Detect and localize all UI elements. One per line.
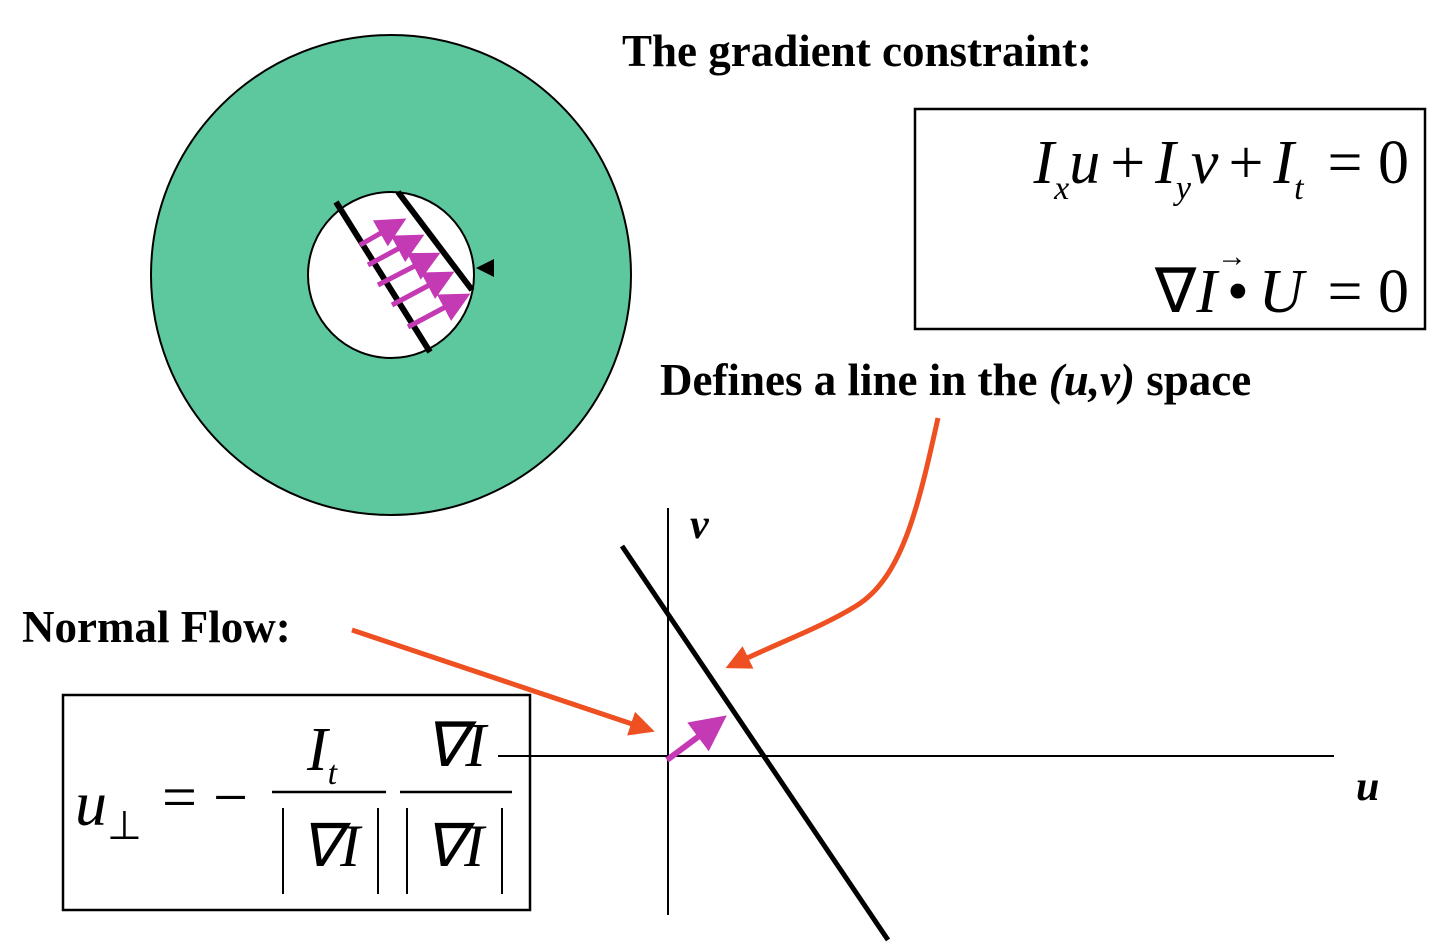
gradient-constraint-title: The gradient constraint: bbox=[622, 26, 1092, 76]
u-perp-symbol: u⊥ bbox=[75, 768, 142, 848]
fraction-1-numerator: It bbox=[306, 716, 339, 792]
flow-arrow bbox=[358, 218, 407, 248]
constraint-box-frame bbox=[913, 107, 1427, 331]
plus-sign: + bbox=[1110, 129, 1145, 197]
fraction-2-denominator: ∇I bbox=[424, 813, 487, 879]
nabla-symbol: ∇ bbox=[1154, 258, 1197, 326]
subscript-y: y bbox=[1173, 170, 1192, 207]
normal-flow-label: Normal Flow: bbox=[22, 602, 291, 652]
vector-arrow-accent: → bbox=[1217, 240, 1247, 273]
constraint-line bbox=[619, 544, 891, 942]
flow-arrow bbox=[406, 293, 471, 330]
plus-sign: + bbox=[1228, 129, 1263, 197]
subscript-t: t bbox=[1294, 170, 1305, 207]
equals-sign: = bbox=[162, 764, 197, 832]
u-axis-label: u bbox=[1356, 764, 1379, 810]
pointer-to-normal-flow bbox=[351, 627, 655, 736]
symbol-U: U bbox=[1259, 258, 1308, 326]
dot-operator: • bbox=[1227, 258, 1249, 326]
edge-line-1 bbox=[333, 200, 433, 354]
constraint-box: Ixu + Iyv + It = 0 ∇I • U = 0 → bbox=[913, 107, 1427, 331]
symbol-u: u bbox=[1069, 129, 1100, 197]
aperture-annulus bbox=[150, 34, 632, 516]
pointer-to-constraint-line bbox=[725, 417, 941, 669]
minus-sign: − bbox=[213, 764, 248, 832]
fraction-2-numerator: ∇I bbox=[424, 712, 489, 780]
defines-line-label: Defines a line in the (u,v) space bbox=[660, 355, 1251, 405]
symbol-I: I bbox=[1195, 258, 1220, 326]
flow-arrow bbox=[366, 234, 425, 268]
equals-zero: = 0 bbox=[1328, 258, 1409, 326]
symbol-I: I bbox=[1154, 129, 1179, 197]
normal-flow-arrows bbox=[358, 218, 471, 330]
symbol-v: v bbox=[1191, 129, 1219, 197]
normal-flow-box: u⊥ = − It ∇I ∇I ∇I bbox=[61, 693, 532, 912]
fraction-1-denominator: ∇I bbox=[300, 813, 363, 879]
subscript-x: x bbox=[1053, 170, 1069, 207]
equals-zero: = 0 bbox=[1328, 129, 1409, 197]
constraint-equation-2: ∇I • U = 0 bbox=[1154, 258, 1409, 326]
flow-arrow bbox=[376, 252, 441, 288]
symbol-I: I bbox=[1272, 129, 1297, 197]
normal-flow-vector bbox=[665, 715, 727, 763]
edge-line-2 bbox=[395, 190, 475, 292]
constraint-equation-1: Ixu + Iyv + It = 0 bbox=[1032, 129, 1409, 207]
symbol-I: I bbox=[1032, 129, 1057, 197]
flow-arrow bbox=[390, 271, 455, 308]
v-axis-label: v bbox=[690, 502, 710, 548]
normal-flow-box-frame bbox=[61, 693, 532, 912]
uv-axes: v u bbox=[498, 502, 1379, 915]
edge-triangle-marker bbox=[476, 259, 494, 277]
